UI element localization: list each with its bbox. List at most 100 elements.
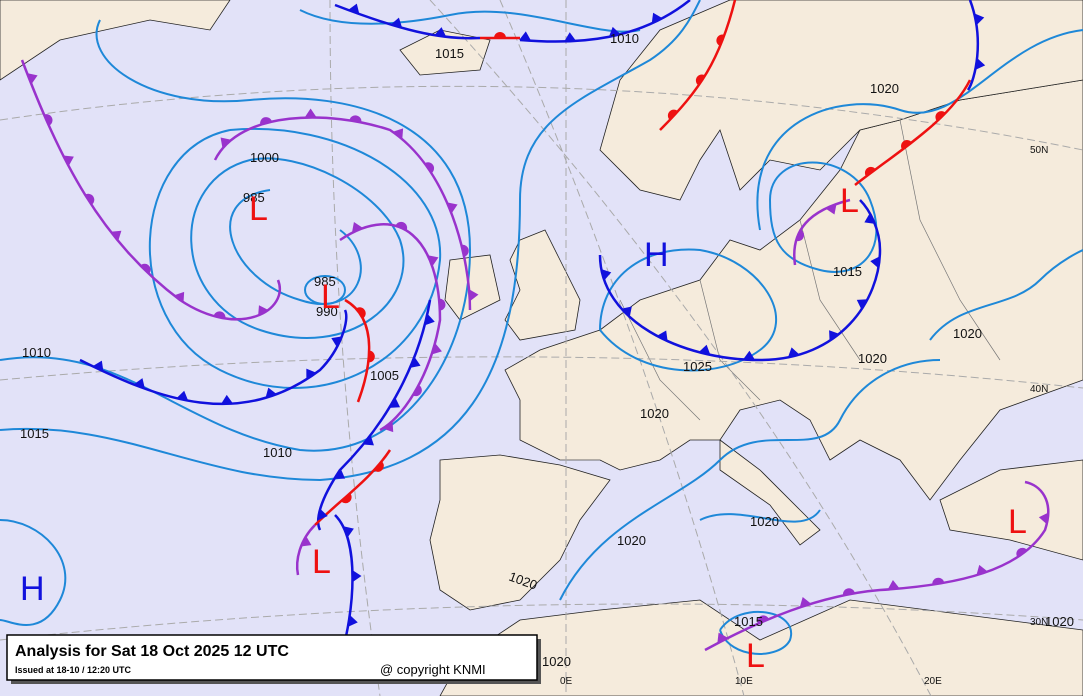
occluded-front (339, 223, 442, 432)
front-triangle (698, 344, 711, 355)
front-triangle (424, 313, 435, 326)
issued-time: Issued at 18-10 / 12:20 UTC (15, 665, 132, 675)
africa (439, 599, 1083, 696)
cold-front (598, 199, 882, 362)
cold-front (966, 0, 980, 91)
isobar-label: 1005 (370, 368, 399, 383)
front-triangle (976, 564, 988, 576)
low-center: L (1008, 503, 1027, 541)
front-semicircle (260, 117, 272, 125)
front-triangle (343, 526, 354, 538)
front-triangle (110, 230, 122, 242)
occluded-front (296, 524, 316, 576)
front-triangle (409, 356, 421, 368)
isobar-label: 1015 (734, 614, 763, 629)
front-semicircle (757, 615, 769, 624)
front-semicircle (373, 461, 384, 472)
isobar-label: 1020 (953, 326, 982, 341)
front-triangle (651, 12, 663, 24)
isobars (0, 0, 1083, 655)
front-triangle (887, 580, 900, 590)
front-semicircle (341, 493, 352, 504)
front-semicircle (213, 311, 226, 319)
front-triangle (347, 614, 358, 627)
front-semicircle (667, 109, 678, 121)
front-triangle (383, 421, 394, 433)
low-center: L (249, 190, 268, 228)
isobar-label: 1000 (250, 150, 279, 165)
front-triangle (829, 330, 840, 342)
front-triangle (300, 535, 312, 547)
front-triangle (363, 435, 374, 446)
greenland (0, 0, 231, 81)
front-triangle (434, 27, 447, 37)
isobar-label: 1015 (435, 46, 464, 61)
isobar (756, 29, 1083, 231)
low-center: L (312, 543, 331, 581)
parallel (0, 356, 1083, 389)
italy (719, 439, 821, 546)
title-box: Analysis for Sat 18 Oct 2025 12 UTC Issu… (6, 634, 541, 684)
front-triangle (446, 202, 458, 214)
scandinavia (599, 0, 1083, 201)
isobar (190, 157, 405, 339)
front-semicircle (44, 114, 53, 126)
front-triangle (974, 13, 985, 26)
isobar (929, 249, 1083, 341)
isobar-label: 1025 (683, 359, 712, 374)
meridian (329, 0, 381, 696)
isobar (559, 359, 941, 601)
front-triangle (519, 31, 532, 41)
front-triangle (469, 289, 479, 302)
front-semicircle (901, 140, 912, 150)
occluded-front (704, 480, 1050, 652)
box (6, 634, 538, 681)
parallel (0, 85, 1083, 151)
isobar (149, 127, 442, 389)
front-triangle (348, 3, 360, 15)
front-triangle (351, 222, 363, 233)
isobar-label: 985 (314, 274, 336, 289)
front-triangle (743, 350, 756, 361)
isobar-label: 1020 (750, 514, 779, 529)
front-semicircle (439, 298, 446, 311)
occluded-front (20, 59, 281, 321)
isobar (0, 519, 67, 626)
occluded-front (793, 198, 851, 266)
front-triangle (870, 256, 880, 269)
front-triangle (220, 137, 232, 149)
isobar-label: 1020 (542, 654, 571, 669)
isobar-label: 990 (316, 304, 338, 319)
front-triangle (352, 570, 362, 583)
front-semicircle (1016, 547, 1028, 558)
front-semicircle (356, 307, 366, 319)
longitude-label: 0E (560, 676, 573, 687)
front-triangle (600, 268, 612, 281)
front-triangle (221, 394, 234, 405)
longitude-label: 20E (924, 676, 942, 687)
latitude-label: 40N (1030, 384, 1048, 395)
meridian (429, 0, 932, 696)
isobar (599, 248, 778, 372)
front-triangle (334, 468, 346, 479)
front-semicircle (795, 229, 805, 242)
low-center: L (840, 182, 859, 220)
front-triangle (176, 390, 189, 401)
front-triangle (331, 336, 342, 348)
front-semicircle (140, 263, 151, 274)
front-triangle (825, 203, 837, 215)
front-triangle (390, 17, 403, 28)
longitude-label: 10E (735, 676, 753, 687)
front-triangle (306, 368, 317, 380)
isobar-label: 985 (243, 190, 265, 205)
isobar (0, 0, 701, 482)
copyright: @ copyright KNMI (380, 662, 486, 677)
parallel (0, 603, 1083, 641)
low-center: L (746, 637, 765, 675)
front-semicircle (864, 166, 876, 177)
front-triangle (608, 26, 621, 37)
map-title: Analysis for Sat 18 Oct 2025 12 UTC (15, 643, 289, 660)
isobar-label: 1010 (610, 31, 639, 46)
